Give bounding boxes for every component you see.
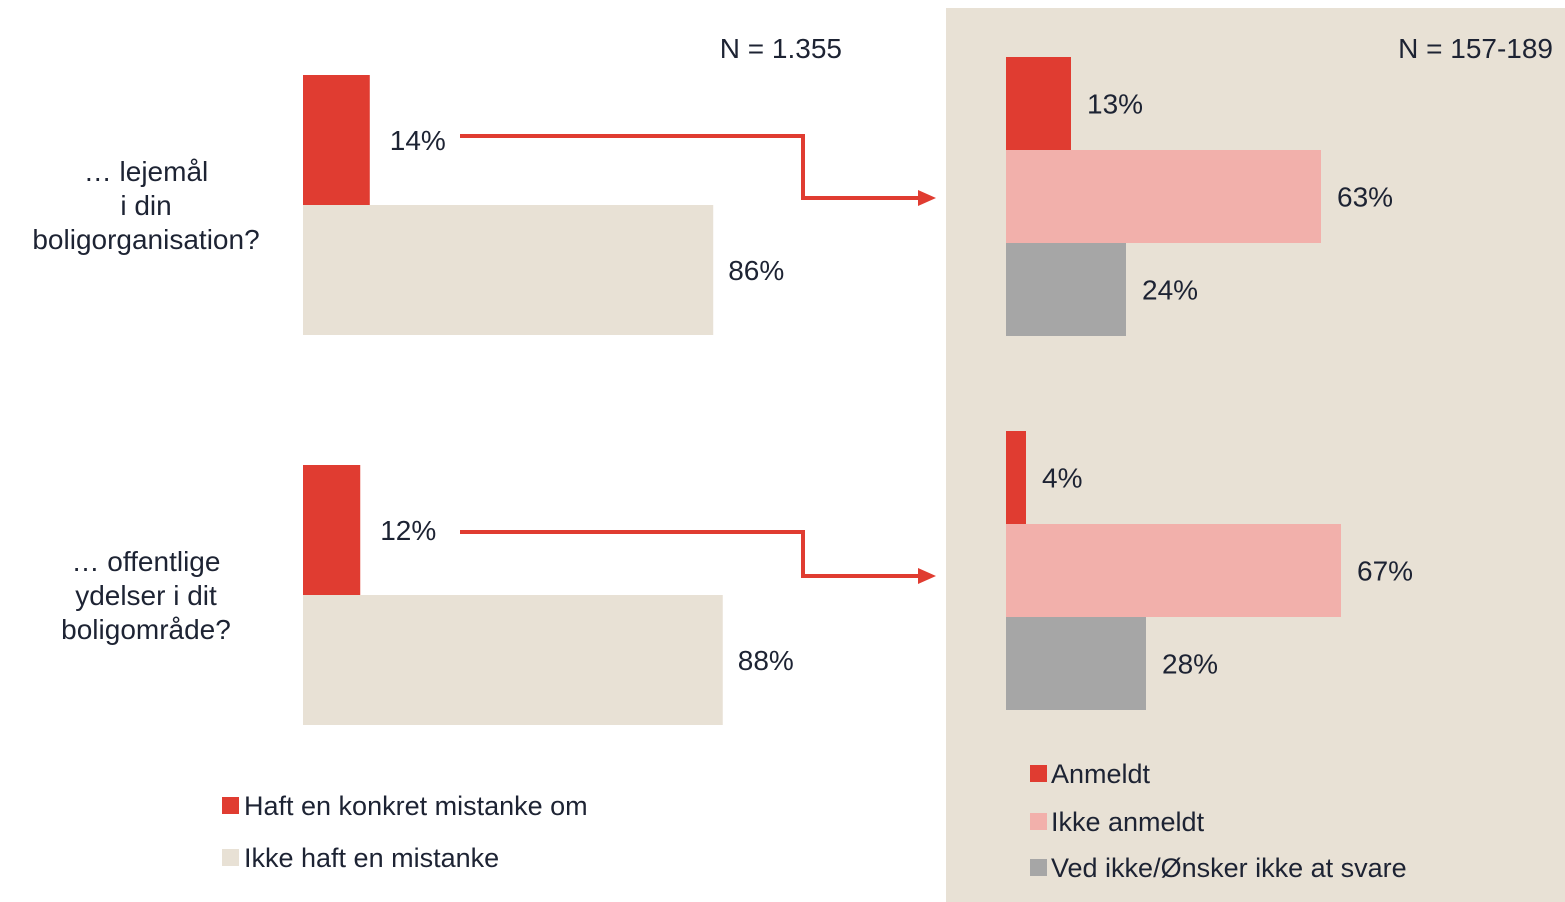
left-bar [303, 205, 714, 335]
right-value-label: 67% [1357, 556, 1413, 587]
category-label: … lejemål i din boligorganisation? [32, 156, 259, 255]
legend-label: Ikke anmeldt [1051, 807, 1205, 837]
right-chart: N = 157-189 13% 63% 24% 4% 67% 28% [1006, 33, 1553, 710]
legend-swatch [1030, 813, 1047, 830]
left-value-label: 88% [738, 645, 794, 676]
left-bar [303, 465, 361, 595]
right-bar [1006, 57, 1071, 150]
connector-arrow-line [460, 134, 920, 200]
left-value-label: 12% [380, 515, 436, 546]
right-n-label: N = 157-189 [1398, 33, 1553, 64]
right-bar [1006, 150, 1321, 243]
legend-swatch [1030, 859, 1047, 876]
right-value-label: 4% [1042, 463, 1082, 494]
legend-label: Ved ikke/Ønsker ikke at svare [1051, 853, 1407, 883]
legend-label: Ikke haft en mistanke [244, 843, 499, 873]
left-value-label: 14% [390, 125, 446, 156]
right-bar [1006, 617, 1146, 710]
right-bar [1006, 431, 1026, 524]
legend-label: Haft en konkret mistanke om [244, 791, 588, 821]
legend-label: Anmeldt [1051, 759, 1151, 789]
left-n-label: N = 1.355 [720, 33, 842, 64]
right-value-label: 63% [1337, 182, 1393, 213]
legend-swatch [1030, 765, 1047, 782]
left-chart: N = 1.355 … lejemål i din boligorganisation… [32, 33, 842, 725]
right-bar [1006, 524, 1341, 617]
connector-arrow-head [918, 568, 936, 584]
legend-swatch [222, 797, 239, 814]
right-value-label: 24% [1142, 275, 1198, 306]
legends: Haft en konkret mistanke om Ikke haft en … [222, 759, 1407, 883]
connector-arrow-head [918, 190, 936, 206]
category-label: … offentlige ydelser i dit boligområde? [61, 546, 231, 645]
left-value-label: 86% [728, 255, 784, 286]
legend-swatch [222, 849, 239, 866]
right-bar [1006, 243, 1126, 336]
left-bar [303, 595, 723, 725]
right-value-label: 28% [1162, 649, 1218, 680]
right-value-label: 13% [1087, 89, 1143, 120]
connector-arrows [460, 134, 936, 584]
left-bar [303, 75, 370, 205]
connector-arrow-line [460, 530, 920, 578]
